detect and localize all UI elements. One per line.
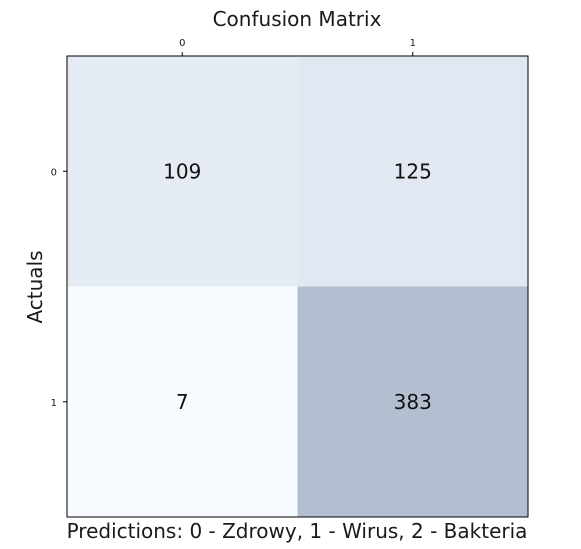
y-axis-label: Actuals	[23, 250, 47, 323]
cell-value-0-1: 125	[394, 159, 432, 183]
heatmap-cell-0-0	[67, 56, 298, 287]
y-tick-label-0: 0	[51, 167, 57, 178]
cell-value-0-0: 109	[163, 159, 201, 183]
x-tick-label-1: 1	[410, 38, 416, 49]
chart-title: Confusion Matrix	[213, 7, 382, 31]
heatmap-cell-0-1	[297, 56, 528, 287]
heatmap-cells	[67, 56, 528, 517]
cell-values: 109 125 7 383	[163, 159, 432, 414]
x-tick-label-0: 0	[179, 38, 185, 49]
heatmap-cell-1-0	[67, 286, 298, 517]
plot-frame	[66, 55, 529, 518]
x-axis-label: Predictions: 0 - Zdrowy, 1 - Wirus, 2 - …	[67, 519, 528, 543]
y-axis-ticks: 01	[51, 167, 67, 409]
cell-value-1-0: 7	[176, 390, 189, 414]
cell-value-1-1: 383	[394, 390, 432, 414]
heatmap-cell-1-1	[297, 286, 528, 517]
y-tick-label-1: 1	[51, 398, 57, 409]
